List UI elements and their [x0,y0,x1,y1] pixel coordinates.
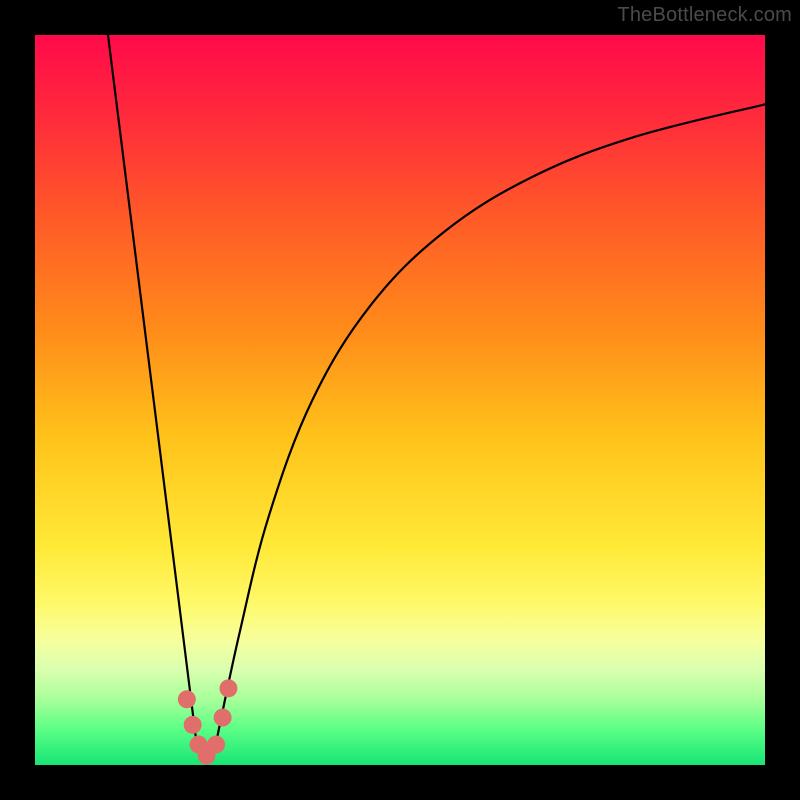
marker-dot [207,736,225,754]
plot-area [35,35,765,765]
marker-dot [214,709,232,727]
bottleneck-curve-segment [218,104,766,735]
chart-frame: TheBottleneck.com [0,0,800,800]
curve-layer [35,35,765,765]
bottleneck-curve-segment [108,35,196,736]
marker-dot [178,690,196,708]
marker-dot [219,679,237,697]
watermark-text: TheBottleneck.com [617,0,800,27]
marker-dot [184,716,202,734]
